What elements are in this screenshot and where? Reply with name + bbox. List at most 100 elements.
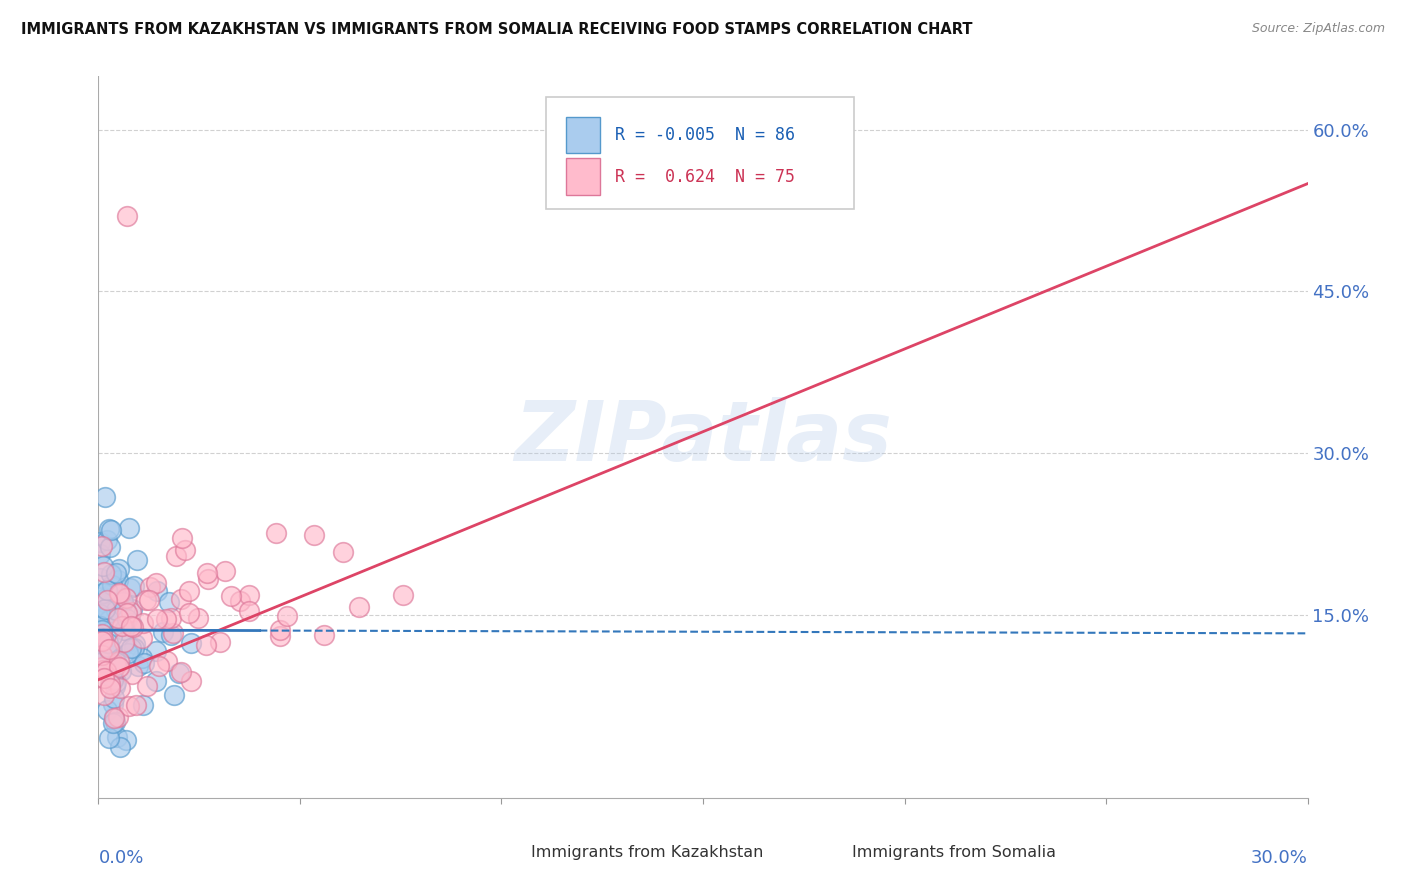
Point (94, 599, 117, 614)
Point (89, 629, 111, 643)
Point (98, 642, 121, 657)
Point (104, 585, 127, 599)
Point (124, 637, 146, 651)
Point (159, 611, 181, 625)
Point (105, 566, 128, 580)
Point (105, 655, 128, 669)
Point (101, 605, 124, 619)
Point (120, 605, 142, 619)
Point (101, 578, 124, 592)
Point (107, 654, 129, 668)
Point (111, 595, 134, 609)
Point (152, 624, 174, 639)
Point (93, 595, 115, 609)
Point (90, 661, 112, 675)
Point (91, 627, 114, 641)
Point (108, 739, 131, 754)
Point (101, 716, 124, 731)
Point (170, 665, 193, 679)
Point (108, 561, 131, 575)
Text: Immigrants from Somalia: Immigrants from Somalia (852, 845, 1056, 860)
Point (115, 209, 138, 223)
Text: IMMIGRANTS FROM KAZAKHSTAN VS IMMIGRANTS FROM SOMALIA RECEIVING FOOD STAMPS CORR: IMMIGRANTS FROM KAZAKHSTAN VS IMMIGRANTS… (21, 22, 973, 37)
Point (97, 731, 120, 745)
Point (112, 634, 135, 648)
Point (89, 547, 111, 561)
Point (107, 610, 129, 624)
Point (107, 710, 129, 724)
Point (264, 526, 287, 541)
Point (146, 612, 169, 626)
Point (194, 638, 217, 652)
Point (91, 624, 114, 638)
Point (91, 634, 114, 648)
Point (94, 602, 117, 616)
Point (148, 659, 170, 673)
Point (93, 591, 115, 606)
Point (125, 552, 148, 566)
Point (269, 629, 291, 643)
Point (125, 698, 148, 713)
Point (98, 681, 121, 696)
Point (169, 666, 191, 681)
Point (104, 657, 127, 672)
Point (96, 582, 118, 597)
Point (122, 641, 145, 656)
Point (118, 520, 141, 534)
Point (101, 698, 124, 712)
Point (238, 588, 260, 602)
Point (132, 656, 155, 670)
Point (94, 490, 117, 504)
Point (91, 664, 114, 678)
Point (96, 591, 118, 605)
Point (104, 679, 127, 693)
Point (349, 600, 371, 615)
Point (177, 606, 200, 620)
Point (112, 623, 135, 637)
Point (219, 589, 242, 603)
Point (163, 688, 186, 702)
Point (96, 640, 118, 655)
Point (98, 522, 121, 536)
Point (105, 730, 128, 744)
Point (155, 612, 177, 626)
Point (115, 591, 138, 606)
Point (173, 543, 195, 558)
Bar (567, 117, 600, 153)
Point (145, 584, 167, 599)
Point (115, 732, 138, 747)
Text: 30.0%: 30.0% (1251, 849, 1308, 867)
Point (93, 671, 115, 685)
Point (105, 657, 128, 672)
Point (118, 581, 141, 595)
Point (177, 584, 200, 599)
Point (131, 651, 153, 665)
Point (121, 667, 143, 681)
Point (107, 573, 129, 587)
Point (120, 640, 142, 655)
Point (97, 613, 120, 627)
Point (114, 601, 136, 615)
Point (136, 679, 159, 693)
Point (197, 572, 219, 586)
Point (145, 674, 167, 689)
Point (332, 544, 354, 558)
Point (96, 607, 118, 621)
Point (91, 632, 114, 647)
Point (108, 587, 131, 601)
Point (115, 636, 138, 650)
Text: Immigrants from Kazakhstan: Immigrants from Kazakhstan (531, 845, 763, 860)
Point (103, 615, 125, 629)
Point (94, 664, 117, 678)
Point (132, 616, 155, 631)
Point (276, 609, 298, 624)
Point (127, 659, 149, 673)
Point (96, 703, 118, 717)
Point (90, 655, 112, 669)
Point (195, 566, 218, 580)
Point (89, 619, 111, 633)
Point (391, 588, 413, 602)
Point (314, 628, 336, 642)
Point (124, 579, 146, 593)
Bar (818, 840, 845, 865)
